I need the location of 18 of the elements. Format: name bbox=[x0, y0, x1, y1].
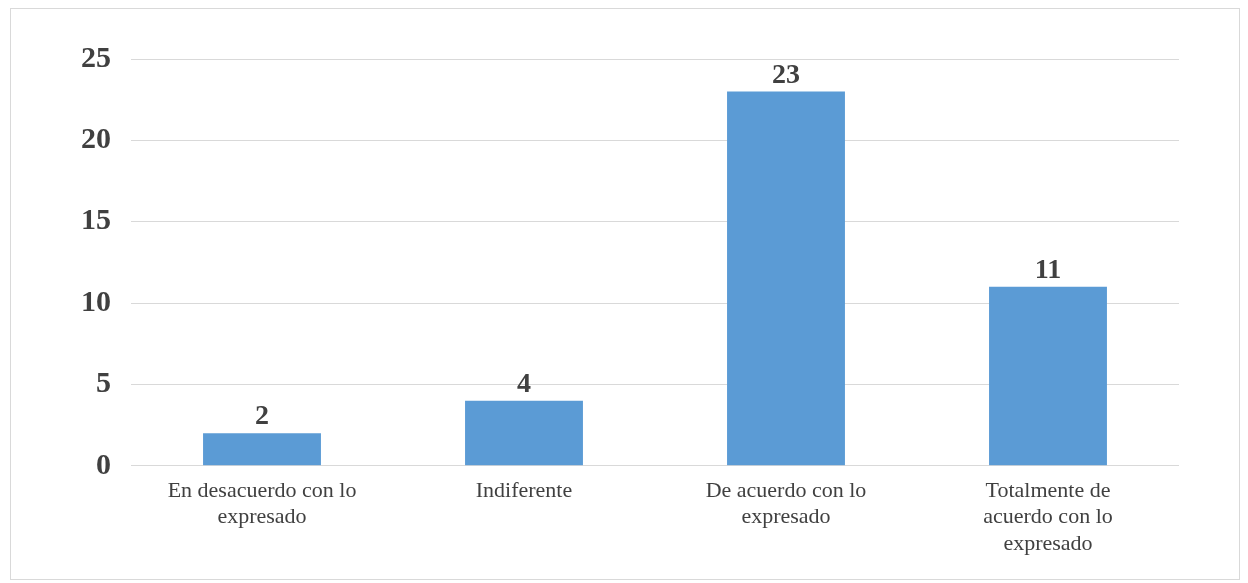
bar bbox=[989, 286, 1107, 466]
y-tick-label: 15 bbox=[81, 202, 111, 236]
y-tick-label: 25 bbox=[81, 39, 111, 73]
bar bbox=[727, 91, 845, 466]
x-tick-label: Indiferente bbox=[475, 476, 573, 502]
data-label: 23 bbox=[772, 57, 800, 89]
data-label: 11 bbox=[1034, 253, 1062, 285]
data-label: 4 bbox=[517, 366, 531, 398]
data-label: 2 bbox=[255, 399, 269, 431]
y-tick-label: 0 bbox=[96, 446, 111, 480]
y-tick-label: 20 bbox=[81, 121, 111, 155]
bar bbox=[465, 400, 583, 466]
y-tick-label: 5 bbox=[96, 365, 111, 399]
y-tick-label: 10 bbox=[81, 283, 111, 317]
x-tick-label: Totalmente de acuerdo con lo expresado bbox=[983, 476, 1113, 555]
x-tick-label: De acuerdo con lo expresado bbox=[705, 476, 867, 529]
bar bbox=[203, 433, 321, 466]
x-tick-label: En desacuerdo con lo expresado bbox=[167, 476, 357, 529]
